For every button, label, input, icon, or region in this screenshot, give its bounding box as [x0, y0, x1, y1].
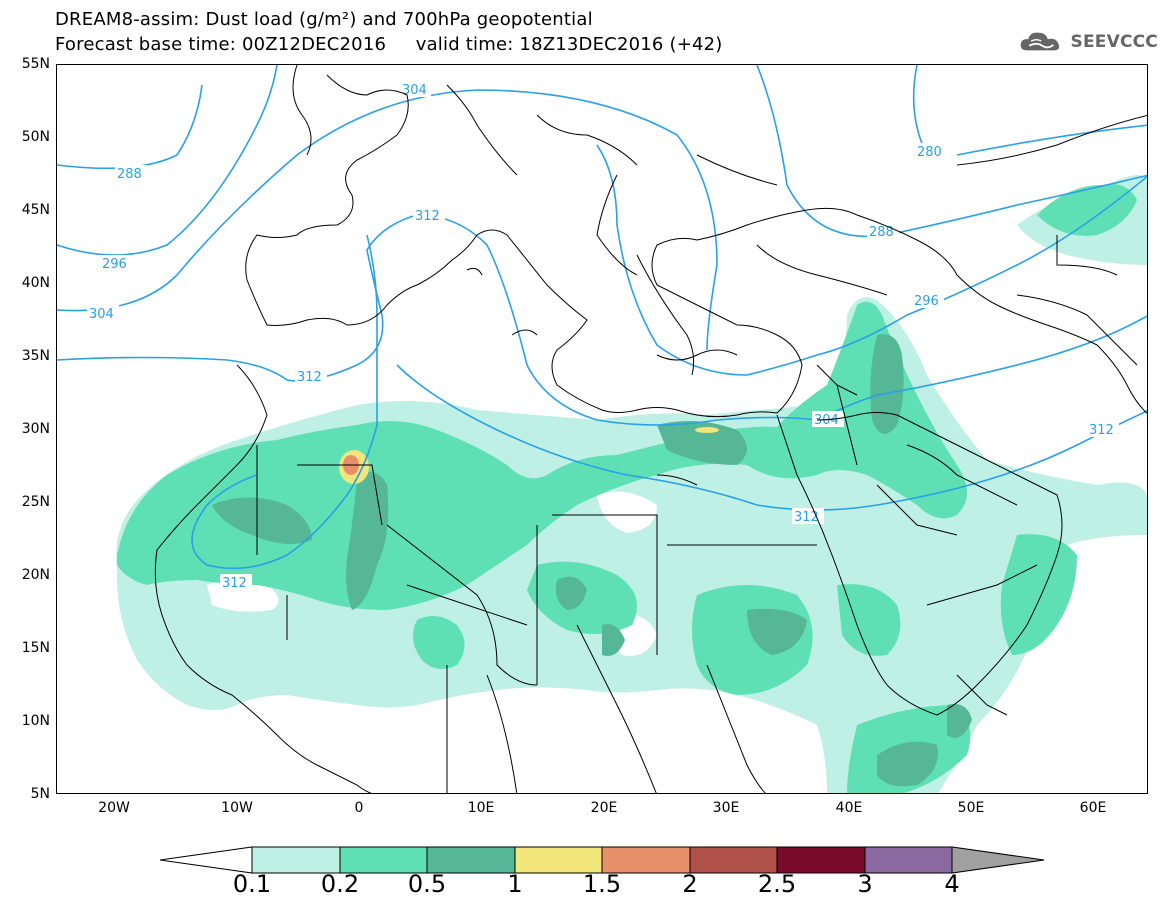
- colorbar-label: 4: [944, 870, 960, 898]
- lat-label: 55N: [21, 56, 50, 72]
- lat-label: 25N: [21, 494, 50, 510]
- colorbar-label: 2.5: [757, 870, 797, 898]
- contour-label-312-sudan: 312: [794, 510, 819, 525]
- lat-label: 15N: [21, 640, 50, 656]
- lat-label: 30N: [21, 421, 50, 437]
- colorbar-label: 1.5: [582, 870, 622, 898]
- cloud-logo-icon: [1020, 32, 1060, 51]
- contour-labels: 304 288 296 304 312 312 312 280 288 296 …: [87, 81, 1119, 591]
- colorbar-label: 0.5: [407, 870, 447, 898]
- colorbar-label: 0.2: [320, 870, 360, 898]
- lat-label: 20N: [21, 567, 50, 583]
- colorbar-label: 0.1: [232, 870, 272, 898]
- lon-label: 20E: [590, 800, 618, 816]
- lat-label: 45N: [21, 202, 50, 218]
- contour-label-280: 280: [917, 145, 942, 160]
- lon-label: 60E: [1079, 800, 1107, 816]
- colorbar-swatch: [514, 846, 603, 874]
- lon-label: 50E: [957, 800, 985, 816]
- title-line-1: DREAM8-assim: Dust load (g/m²) and 700hP…: [55, 9, 593, 30]
- colorbar-swatch: [426, 846, 516, 874]
- lat-label: 10N: [21, 713, 50, 729]
- colorbar-swatch: [776, 846, 866, 874]
- logo-text: SEEVCCC: [1070, 32, 1158, 52]
- map-svg: 304 288 296 304 312 312 312 280 288 296 …: [57, 65, 1147, 793]
- contour-label-312-iran: 312: [1089, 423, 1114, 438]
- lon-label: 30E: [712, 800, 740, 816]
- colorbar-label: 2: [682, 870, 698, 898]
- seevccc-logo: SEEVCCC: [1018, 25, 1158, 59]
- contour-label-296-west: 296: [102, 257, 127, 272]
- colorbar-label: 3: [857, 870, 873, 898]
- colorbar-label: 1: [507, 870, 523, 898]
- contour-label-304-east: 304: [814, 413, 839, 428]
- colorbar-swatch: [251, 846, 341, 874]
- lat-label: 35N: [21, 348, 50, 364]
- colorbar-swatch: [339, 846, 428, 874]
- lat-label: 5N: [30, 786, 50, 802]
- lon-label: 10E: [467, 800, 495, 816]
- colorbar: [160, 846, 1045, 874]
- colorbar-swatch: [689, 846, 778, 874]
- colorbar-swatch: [864, 846, 953, 874]
- lon-label: 20W: [98, 800, 130, 816]
- coastlines-borders: [154, 65, 1147, 793]
- contour-label-304-west: 304: [89, 307, 114, 322]
- contour-label-296-east: 296: [914, 294, 939, 309]
- title-line-2: Forecast base time: 00Z12DEC2016 valid t…: [55, 34, 723, 55]
- contour-label-312-spain: 312: [415, 209, 440, 224]
- lon-label: 40E: [835, 800, 863, 816]
- contour-label-312-morocco: 312: [297, 370, 322, 385]
- contour-label-288-east: 288: [869, 225, 894, 240]
- lon-label: 0: [354, 800, 364, 816]
- lat-label: 40N: [21, 275, 50, 291]
- contour-label-288-west: 288: [117, 167, 142, 182]
- map-area: 304 288 296 304 312 312 312 280 288 296 …: [56, 64, 1148, 794]
- colorbar-max-arrow: [951, 846, 1045, 874]
- geopotential-contours: [57, 65, 1147, 570]
- contour-label-312-sahara: 312: [222, 576, 247, 591]
- lat-label: 50N: [21, 129, 50, 145]
- dust-dark-layer: [212, 334, 972, 787]
- lon-label: 10W: [221, 800, 253, 816]
- contour-label-304-top: 304: [402, 83, 427, 98]
